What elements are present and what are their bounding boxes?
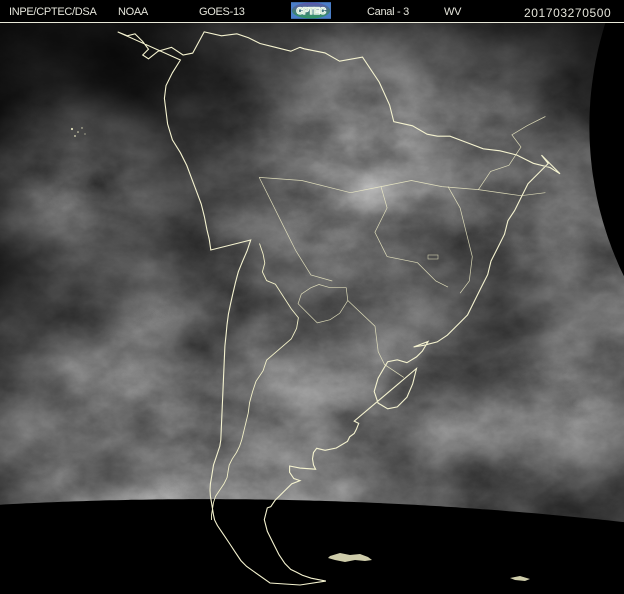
svg-text:CPTEC: CPTEC [297, 6, 327, 16]
